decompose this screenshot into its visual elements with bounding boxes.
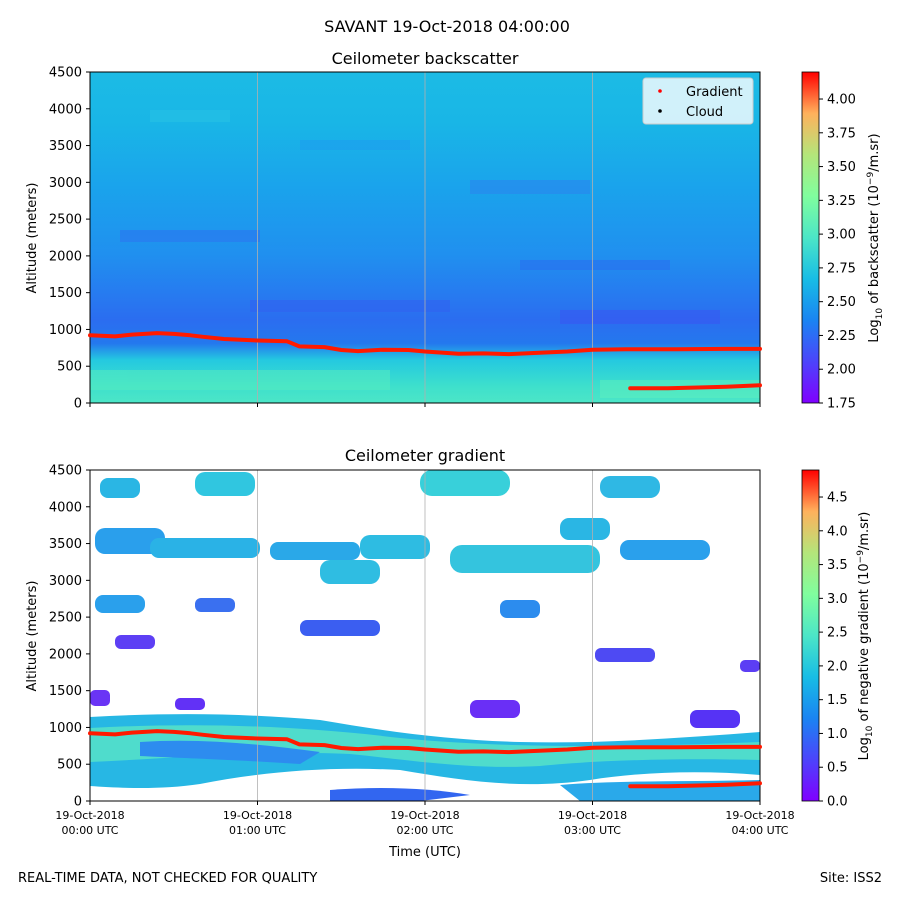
x-tick-label-date: 19-Oct-2018 [390, 809, 459, 822]
cloud-series-line [628, 781, 762, 789]
gradient-series [88, 729, 762, 789]
y-tick-label: 1500 [49, 684, 82, 699]
y-tick-label: 2000 [49, 249, 82, 264]
colorbar-tick-label: 2.00 [827, 363, 856, 378]
colorbar-tick-label: 2.75 [827, 261, 856, 276]
gradient-colorbar-ticks: 0.0 0.5 1.0 1.5 2.0 2.5 3.0 3.5 4.0 4.5 [819, 491, 848, 810]
cloud-series-line [628, 383, 762, 391]
y-tick-label: 1500 [49, 286, 82, 301]
backscatter-series [88, 331, 762, 391]
y-tick-label: 3500 [49, 537, 82, 552]
x-tick-label-date: 19-Oct-2018 [223, 809, 292, 822]
gradient-panel: Ceilometer gradient [25, 446, 875, 860]
backscatter-panel: Ceilometer backscatter 0 500 1000 1500 2000 2… [25, 49, 885, 412]
x-tick-label-date: 19-Oct-2018 [55, 809, 124, 822]
legend: Gradient Cloud [642, 77, 754, 125]
gradient-x-ticks: 19-Oct-2018 00:00 UTC 19-Oct-2018 01:00 UTC… [55, 801, 795, 837]
gradient-x-axis-label: Time (UTC) [388, 845, 461, 860]
gradient-y-ticks: 0 500 1000 1500 2000 2500 3000 3500 4000 4500 [49, 464, 90, 810]
colorbar-tick-label: 0.0 [827, 795, 848, 810]
y-tick-label: 2500 [49, 611, 82, 626]
quality-disclaimer: REAL-TIME DATA, NOT CHECKED FOR QUALITY [18, 871, 317, 886]
legend-box [642, 77, 754, 125]
colorbar-tick-label: 3.75 [827, 126, 856, 141]
x-tick-label-date: 19-Oct-2018 [558, 809, 627, 822]
colorbar-tick-label: 3.50 [827, 160, 856, 175]
colorbar-tick-label: 2.0 [827, 659, 848, 674]
y-tick-label: 4500 [49, 66, 82, 81]
y-tick-label: 4500 [49, 464, 82, 479]
gradient-title: Ceilometer gradient [345, 446, 505, 465]
colorbar-tick-label: 0.5 [827, 761, 848, 776]
x-tick-label-time: 03:00 UTC [564, 824, 621, 837]
legend-cloud-label: Cloud [686, 105, 723, 120]
backscatter-y-ticks: 0 500 1000 1500 2000 2500 3000 3500 4000 4500 [49, 66, 90, 412]
backscatter-y-axis-label: Altitude (meters) [25, 183, 40, 294]
colorbar-tick-label: 4.5 [827, 491, 848, 506]
site-label: Site: ISS2 [820, 871, 882, 886]
colorbar-tick-label: 3.25 [827, 194, 856, 209]
legend-cloud-marker [658, 109, 662, 113]
gradient-colorbar-bar [801, 469, 820, 802]
gradient-series-line [88, 729, 762, 755]
x-tick-label-time: 00:00 UTC [61, 824, 118, 837]
colorbar-tick-label: 1.5 [827, 693, 848, 708]
x-tick-label-time: 01:00 UTC [229, 824, 286, 837]
y-tick-label: 0 [74, 795, 82, 810]
gradient-y-axis-label: Altitude (meters) [25, 581, 40, 692]
y-tick-label: 500 [57, 360, 82, 375]
colorbar-tick-label: 4.00 [827, 93, 856, 108]
y-tick-label: 0 [74, 397, 82, 412]
colorbar-tick-label: 3.5 [827, 558, 848, 573]
gradient-colorbar: 0.0 0.5 1.0 1.5 2.0 2.5 3.0 3.5 4.0 4.5 Log10 of … [801, 469, 875, 810]
backscatter-title: Ceilometer backscatter [332, 49, 519, 68]
figure-title: SAVANT 19-Oct-2018 04:00:00 [324, 17, 570, 36]
colorbar-tick-label: 4.0 [827, 524, 848, 539]
x-tick-label-time: 04:00 UTC [731, 824, 788, 837]
colorbar-tick-label: 2.50 [827, 295, 856, 310]
x-tick-label-time: 02:00 UTC [396, 824, 453, 837]
y-tick-label: 3000 [49, 574, 82, 589]
backscatter-colorbar-ticks: 1.75 2.00 2.25 2.50 2.75 3.00 3.25 3.50 3.75 4.00 [819, 93, 856, 412]
colorbar-tick-label: 3.00 [827, 228, 856, 243]
colorbar-tick-label: 2.25 [827, 329, 856, 344]
backscatter-colorbar-label: Log10 of backscatter (10−9/m.sr) [866, 133, 885, 342]
y-tick-label: 1000 [49, 721, 82, 736]
y-tick-label: 4000 [49, 500, 82, 515]
x-tick-label-date: 19-Oct-2018 [725, 809, 794, 822]
colorbar-tick-label: 3.0 [827, 592, 848, 607]
legend-gradient-label: Gradient [686, 85, 743, 100]
colorbar-tick-label: 1.0 [827, 727, 848, 742]
y-tick-label: 500 [57, 758, 82, 773]
y-tick-label: 2000 [49, 647, 82, 662]
colorbar-tick-label: 1.75 [827, 397, 856, 412]
y-tick-label: 3500 [49, 139, 82, 154]
legend-gradient-marker [658, 89, 662, 93]
y-tick-label: 2500 [49, 213, 82, 228]
gradient-series-line [88, 331, 762, 357]
y-tick-label: 4000 [49, 102, 82, 117]
y-tick-label: 3000 [49, 176, 82, 191]
backscatter-colorbar-bar [801, 71, 820, 404]
y-tick-label: 1000 [49, 323, 82, 338]
gradient-colorbar-label: Log10 of negative gradient (10−9/m.sr) [856, 512, 875, 761]
backscatter-x-ticks [89, 403, 761, 407]
backscatter-colorbar: 1.75 2.00 2.25 2.50 2.75 3.00 3.25 3.50 3.75 4.00… [801, 71, 885, 412]
colorbar-tick-label: 2.5 [827, 626, 848, 641]
